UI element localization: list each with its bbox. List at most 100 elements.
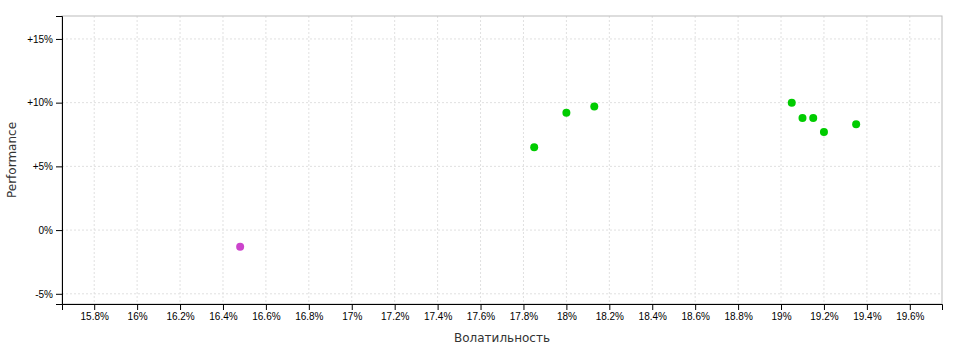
grid-line-x bbox=[394, 16, 395, 304]
tick: 16% bbox=[128, 304, 148, 322]
grid-line-y bbox=[62, 102, 942, 103]
tick-label: 0% bbox=[39, 225, 54, 236]
point bbox=[562, 109, 570, 117]
plot-frame bbox=[62, 16, 942, 304]
tick: 0% bbox=[39, 225, 62, 236]
grid-line-x bbox=[437, 16, 438, 304]
series bbox=[236, 243, 244, 251]
grid-line-x bbox=[652, 16, 653, 304]
chart: 15.8% 16% 16.2% 16.4% 16.6% 16.8% 17% 17.2% 17.4… bbox=[0, 0, 966, 350]
tick-mark bbox=[56, 294, 62, 295]
tick-label: 19% bbox=[772, 311, 792, 322]
tick-mark bbox=[481, 304, 482, 310]
axis-line bbox=[63, 305, 943, 311]
series bbox=[530, 99, 860, 152]
x-axis-title: Волатильность bbox=[454, 331, 550, 345]
point bbox=[809, 114, 817, 122]
tick-label: 16.4% bbox=[209, 311, 237, 322]
tick: 17.8% bbox=[510, 304, 538, 322]
tick-label: +15% bbox=[27, 34, 53, 45]
tick: 17.2% bbox=[381, 304, 409, 322]
tick-mark bbox=[180, 304, 181, 310]
tick: 19.4% bbox=[853, 304, 881, 322]
tick: 19.2% bbox=[810, 304, 838, 322]
tick: 16.8% bbox=[295, 304, 323, 322]
point bbox=[820, 128, 828, 136]
tick-mark bbox=[566, 304, 567, 310]
grid-line-x bbox=[909, 16, 910, 304]
tick: 19.6% bbox=[896, 304, 924, 322]
y-axis-title: Performance bbox=[5, 122, 19, 198]
point bbox=[798, 114, 806, 122]
points bbox=[236, 99, 860, 251]
tick: 16.6% bbox=[252, 304, 280, 322]
tick-mark bbox=[94, 304, 95, 310]
tick-mark bbox=[867, 304, 868, 310]
axis-line bbox=[56, 17, 63, 305]
tick: 17.4% bbox=[424, 304, 452, 322]
grid-line-x bbox=[180, 16, 181, 304]
tick-label: +5% bbox=[33, 161, 53, 172]
tick-mark bbox=[824, 304, 825, 310]
tick-label: 18.2% bbox=[596, 311, 624, 322]
tick: +15% bbox=[27, 34, 62, 45]
grid-line-x bbox=[265, 16, 266, 304]
tick-label: 19.6% bbox=[896, 311, 924, 322]
tick-label: 19.4% bbox=[853, 311, 881, 322]
grid-line-x bbox=[738, 16, 739, 304]
tick-mark bbox=[352, 304, 353, 310]
tick: +10% bbox=[27, 97, 62, 108]
grid-line-x bbox=[480, 16, 481, 304]
grid-line-x bbox=[823, 16, 824, 304]
y-axis: -5%0%+5%+10%+15% bbox=[27, 17, 62, 305]
tick-mark bbox=[395, 304, 396, 310]
point bbox=[590, 102, 598, 110]
tick-mark bbox=[56, 230, 62, 231]
grid-line-x bbox=[94, 16, 95, 304]
grid-line-x bbox=[781, 16, 782, 304]
plot-area: 15.8% 16% 16.2% 16.4% 16.6% 16.8% 17% 17.2% 17.4… bbox=[27, 16, 942, 322]
tick-mark bbox=[266, 304, 267, 310]
grid-line-y bbox=[62, 38, 942, 39]
tick-mark bbox=[652, 304, 653, 310]
tick-mark bbox=[609, 304, 610, 310]
tick-label: 18.4% bbox=[639, 311, 667, 322]
tick-mark bbox=[56, 103, 62, 104]
tick-mark bbox=[56, 39, 62, 40]
tick: 17.6% bbox=[467, 304, 495, 322]
grid-line-x bbox=[523, 16, 524, 304]
grid-line-x bbox=[137, 16, 138, 304]
tick: 18.8% bbox=[724, 304, 752, 322]
tick-mark bbox=[309, 304, 310, 310]
tick: 18.4% bbox=[639, 304, 667, 322]
grid-line-y bbox=[62, 293, 942, 294]
tick-label: 18% bbox=[557, 311, 577, 322]
tick-mark bbox=[523, 304, 524, 310]
tick: 16.2% bbox=[166, 304, 194, 322]
grid-line-x bbox=[222, 16, 223, 304]
tick-label: 18.8% bbox=[724, 311, 752, 322]
tick-label: 15.8% bbox=[81, 311, 109, 322]
tick: +5% bbox=[33, 161, 62, 172]
tick-mark bbox=[438, 304, 439, 310]
tick-mark bbox=[695, 304, 696, 310]
tick-mark bbox=[223, 304, 224, 310]
tick-label: 17.8% bbox=[510, 311, 538, 322]
tick: 15.8% bbox=[81, 304, 109, 322]
tick-mark bbox=[738, 304, 739, 310]
grid-line-x bbox=[866, 16, 867, 304]
point bbox=[236, 243, 244, 251]
tick: 17% bbox=[342, 304, 362, 322]
tick-label: 17% bbox=[342, 311, 362, 322]
tick-label: 19.2% bbox=[810, 311, 838, 322]
tick: 18.6% bbox=[681, 304, 709, 322]
tick: 16.4% bbox=[209, 304, 237, 322]
point bbox=[852, 120, 860, 128]
tick-label: 17.6% bbox=[467, 311, 495, 322]
grid-line-y bbox=[62, 230, 942, 231]
tick: 18.2% bbox=[596, 304, 624, 322]
grid bbox=[62, 16, 942, 304]
tick-label: 16% bbox=[128, 311, 148, 322]
tick-label: 17.2% bbox=[381, 311, 409, 322]
grid-line-x bbox=[351, 16, 352, 304]
